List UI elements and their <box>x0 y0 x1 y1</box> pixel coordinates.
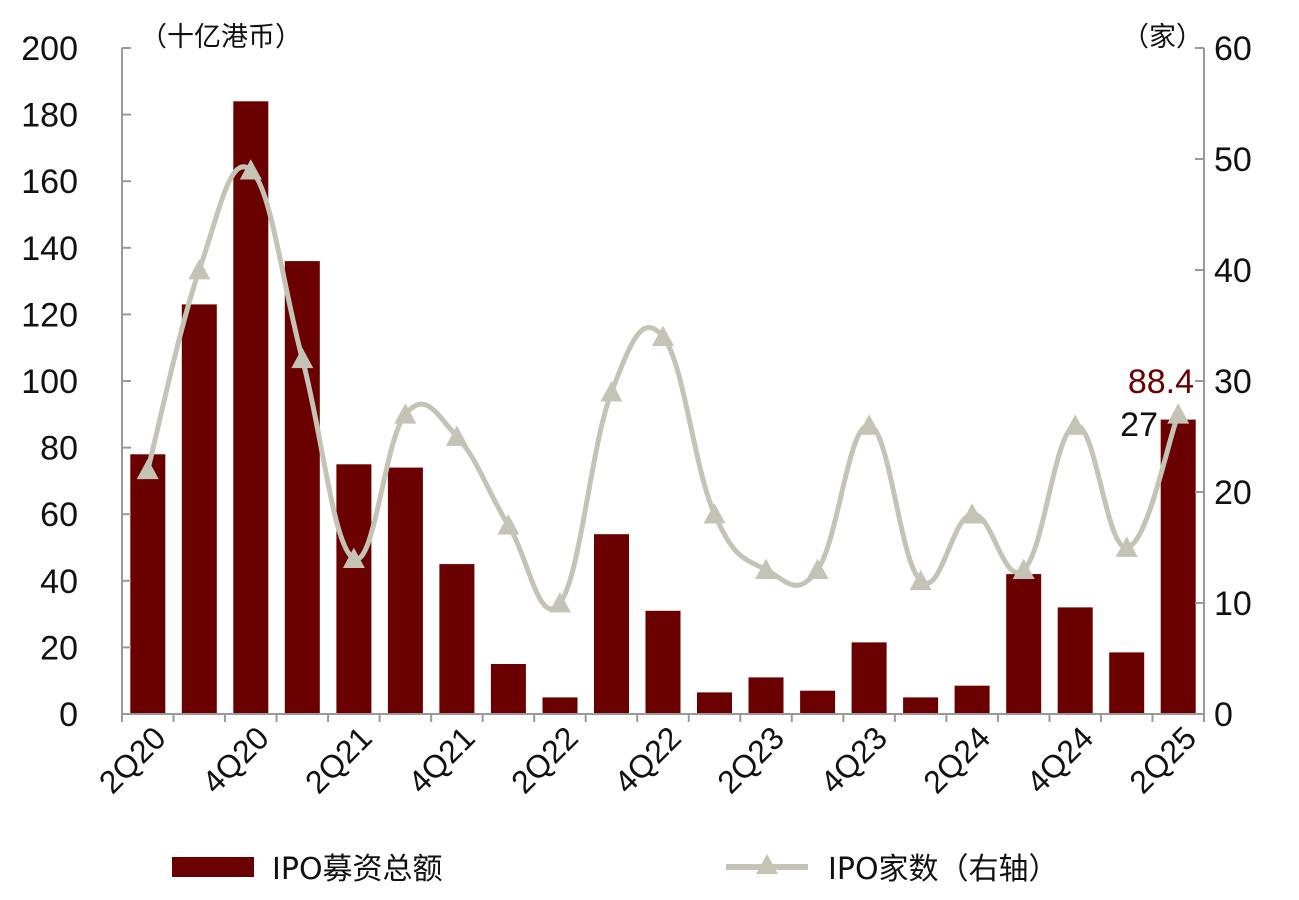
line-series <box>136 159 1190 613</box>
x-tick-label: 2Q23 <box>710 719 791 800</box>
bar-1Q23 <box>697 692 732 714</box>
bar-2Q22 <box>542 697 578 714</box>
bar-2Q25 <box>1160 419 1196 714</box>
legend-bar-label: IPO募资总额 <box>272 852 443 887</box>
right-axis-unit: （家） <box>1122 22 1203 53</box>
bar-4Q24 <box>1057 607 1093 714</box>
bar-3Q22 <box>594 534 629 714</box>
line-point-1Q22 <box>497 514 520 535</box>
x-tick-label: 2Q24 <box>916 719 997 800</box>
line-point-3Q22 <box>600 381 623 402</box>
left-tick-label: 60 <box>40 496 78 534</box>
line-point-2Q22 <box>548 592 571 613</box>
bar-3Q24 <box>1006 574 1042 714</box>
left-tick-label: 140 <box>21 230 78 268</box>
x-tick-label: 2Q22 <box>504 719 585 800</box>
x-tick-label: 2Q21 <box>298 719 379 800</box>
bar-3Q20 <box>181 304 217 714</box>
bar-series <box>130 101 1196 715</box>
left-tick-label: 100 <box>21 363 78 401</box>
left-axis-unit: （十亿港币） <box>140 22 302 53</box>
right-tick-label: 10 <box>1214 585 1252 623</box>
left-tick-label: 0 <box>59 696 78 734</box>
line-point-3Q20 <box>188 259 211 280</box>
bar-4Q20 <box>233 101 269 715</box>
line-point-1Q21 <box>291 347 314 369</box>
legend-triangle-marker <box>756 854 778 874</box>
bar-1Q24 <box>903 697 939 714</box>
line-point-4Q21 <box>445 425 468 446</box>
line-point-4Q24 <box>1064 414 1087 435</box>
right-tick-label: 30 <box>1214 363 1252 401</box>
line-point-2Q21 <box>342 547 365 568</box>
right-tick-label: 20 <box>1214 474 1252 512</box>
right-tick-label: 40 <box>1214 252 1252 290</box>
left-tick-label: 160 <box>21 163 78 201</box>
bar-last-value-label: 88.4 <box>1128 363 1194 401</box>
x-tick-label: 4Q23 <box>813 719 894 800</box>
line-point-1Q25 <box>1115 536 1138 557</box>
bar-4Q21 <box>439 564 475 714</box>
legend: IPO募资总额 IPO家数（右轴） <box>172 852 1059 887</box>
x-tick-label: 4Q24 <box>1019 719 1100 800</box>
right-tick-label: 60 <box>1214 30 1252 68</box>
legend-bar-swatch <box>172 857 254 877</box>
x-tick-label: 4Q21 <box>401 719 482 800</box>
left-tick-label: 120 <box>21 296 78 334</box>
x-tick-label: 2Q25 <box>1122 719 1203 800</box>
bar-3Q21 <box>387 467 423 714</box>
bar-1Q21 <box>284 261 320 714</box>
line-point-1Q23 <box>703 503 726 524</box>
left-tick-label: 20 <box>40 629 78 667</box>
legend-line-label: IPO家数（右轴） <box>828 852 1059 887</box>
bar-2Q23 <box>748 677 784 714</box>
bar-2Q24 <box>954 685 990 714</box>
bar-1Q22 <box>490 664 526 714</box>
line-point-2Q20 <box>136 458 159 480</box>
axes <box>121 47 1205 722</box>
line-point-3Q23 <box>806 558 829 580</box>
x-tick-label: 4Q20 <box>195 719 276 800</box>
bar-3Q23 <box>800 690 836 714</box>
bar-4Q23 <box>851 642 887 714</box>
bar-4Q22 <box>645 610 681 714</box>
line-point-4Q22 <box>652 325 674 346</box>
left-tick-label: 180 <box>21 97 78 135</box>
left-tick-label: 40 <box>40 563 78 601</box>
bar-2Q20 <box>130 454 166 714</box>
left-tick-label: 200 <box>21 30 78 68</box>
line-point-4Q20 <box>239 159 262 180</box>
x-tick-label: 2Q20 <box>92 719 173 800</box>
line-point-1Q24 <box>909 569 932 591</box>
bar-1Q25 <box>1109 652 1145 714</box>
line-point-2Q24 <box>961 503 984 524</box>
line-point-3Q24 <box>1012 558 1035 580</box>
line-last-value-label: 27 <box>1120 406 1158 444</box>
right-tick-label: 0 <box>1214 696 1233 734</box>
line-point-2Q23 <box>755 558 778 580</box>
left-tick-label: 80 <box>40 430 78 468</box>
line-point-2Q25 <box>1167 403 1190 424</box>
line-point-4Q23 <box>858 414 881 435</box>
line-point-3Q21 <box>394 403 417 424</box>
x-tick-label: 4Q22 <box>607 719 688 800</box>
right-tick-label: 50 <box>1214 141 1252 179</box>
bar-2Q21 <box>336 464 372 715</box>
